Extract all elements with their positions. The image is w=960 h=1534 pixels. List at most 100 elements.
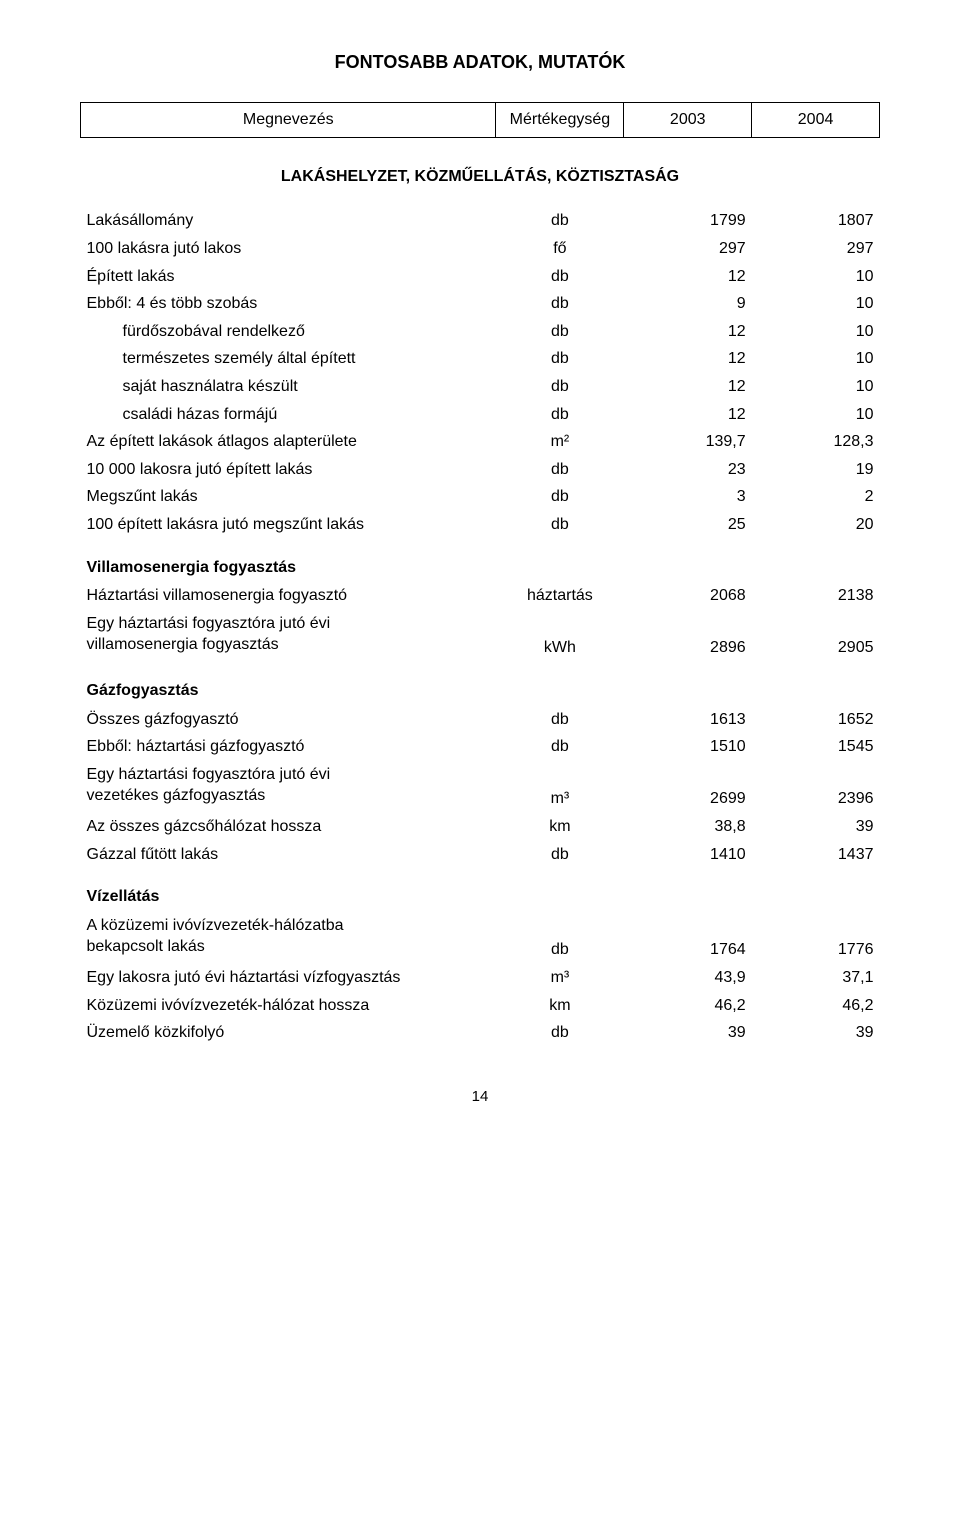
cell-2004: 10 <box>752 290 880 318</box>
table-row: Megszűnt lakásdb32 <box>81 483 880 511</box>
table-header-row: Megnevezés Mértékegység 2003 2004 <box>81 103 880 138</box>
cell-name: Az épített lakások átlagos alapterülete <box>81 428 496 456</box>
table-row: Összes gázfogyasztódb16131652 <box>81 706 880 734</box>
cell-unit: háztartás <box>496 582 624 610</box>
cell-name: 10 000 lakosra jutó épített lakás <box>81 456 496 484</box>
cell-name: Lakásállomány <box>81 207 496 235</box>
cell-2003: 1613 <box>624 706 752 734</box>
header-name: Megnevezés <box>81 103 496 138</box>
cell-2003: 297 <box>624 235 752 263</box>
cell-2004: 1807 <box>752 207 880 235</box>
cell-2003: 1799 <box>624 207 752 235</box>
cell-unit: db <box>496 345 624 373</box>
cell-2003: 43,9 <box>624 964 752 992</box>
cell-2004: 10 <box>752 373 880 401</box>
table-row: 100 lakásra jutó lakosfő297297 <box>81 235 880 263</box>
header-unit: Mértékegység <box>496 103 624 138</box>
cell-unit: m³ <box>496 964 624 992</box>
cell-unit: db <box>496 263 624 291</box>
cell-2003: 12 <box>624 263 752 291</box>
cell-2003: 1764 <box>624 936 752 964</box>
cell-name: 100 lakásra jutó lakos <box>81 235 496 263</box>
cell-name: Gázzal fűtött lakás <box>81 841 496 869</box>
cell-name: Egy háztartási fogyasztóra jutó évi <box>81 610 496 635</box>
cell-2004: 2905 <box>752 634 880 662</box>
cell-2004: 128,3 <box>752 428 880 456</box>
table-row: Ebből: háztartási gázfogyasztódb15101545 <box>81 733 880 761</box>
cell-name: saját használatra készült <box>81 373 496 401</box>
cell-2004: 1437 <box>752 841 880 869</box>
cell-unit: db <box>496 936 624 964</box>
table-row: Ebből: 4 és több szobásdb910 <box>81 290 880 318</box>
cell-2004: 10 <box>752 345 880 373</box>
table-row: villamosenergia fogyasztás kWh 2896 2905 <box>81 634 880 662</box>
cell-2003: 12 <box>624 345 752 373</box>
cell-name: Egy háztartási fogyasztóra jutó évi <box>81 761 496 786</box>
cell-2003: 25 <box>624 511 752 539</box>
cell-2003: 23 <box>624 456 752 484</box>
header-2003: 2003 <box>624 103 752 138</box>
cell-unit: fő <box>496 235 624 263</box>
table-row: Lakásállománydb17991807 <box>81 207 880 235</box>
cell-name: Megszűnt lakás <box>81 483 496 511</box>
cell-unit: db <box>496 841 624 869</box>
table-row: Háztartási villamosenergia fogyasztóházt… <box>81 582 880 610</box>
table-row: Gázzal fűtött lakásdb14101437 <box>81 841 880 869</box>
table-row: természetes személy által építettdb1210 <box>81 345 880 373</box>
cell-2003: 139,7 <box>624 428 752 456</box>
cell-name: Egy lakosra jutó évi háztartási vízfogya… <box>81 964 496 992</box>
cell-2003: 12 <box>624 401 752 429</box>
cell-2004: 2 <box>752 483 880 511</box>
cell-2003: 39 <box>624 1019 752 1047</box>
cell-2003: 2699 <box>624 785 752 813</box>
cell-unit: db <box>496 483 624 511</box>
header-2004: 2004 <box>752 103 880 138</box>
cell-2004: 2138 <box>752 582 880 610</box>
subheading-villamos: Villamosenergia fogyasztás <box>81 539 880 583</box>
cell-2004: 1776 <box>752 936 880 964</box>
table-row: családi házas formájúdb1210 <box>81 401 880 429</box>
cell-unit: db <box>496 706 624 734</box>
cell-unit: m³ <box>496 785 624 813</box>
cell-2004: 19 <box>752 456 880 484</box>
page-number: 14 <box>80 1087 880 1107</box>
cell-unit: km <box>496 813 624 841</box>
table-row: A közüzemi ivóvízvezeték-hálózatba <box>81 912 880 937</box>
subheading-gaz: Gázfogyasztás <box>81 662 880 706</box>
table-row: Épített lakásdb1210 <box>81 263 880 291</box>
table-row: Egy lakosra jutó évi háztartási vízfogya… <box>81 964 880 992</box>
cell-name: bekapcsolt lakás <box>81 936 496 964</box>
cell-name: Üzemelő közkifolyó <box>81 1019 496 1047</box>
cell-2004: 37,1 <box>752 964 880 992</box>
cell-2003: 3 <box>624 483 752 511</box>
cell-name: Ebből: 4 és több szobás <box>81 290 496 318</box>
rows-block-2: Háztartási villamosenergia fogyasztóházt… <box>81 582 880 610</box>
cell-unit: db <box>496 1019 624 1047</box>
cell-name: A közüzemi ivóvízvezeték-hálózatba <box>81 912 496 937</box>
cell-name: Az összes gázcsőhálózat hossza <box>81 813 496 841</box>
cell-name: vezetékes gázfogyasztás <box>81 785 496 813</box>
cell-2004: 20 <box>752 511 880 539</box>
cell-unit: db <box>496 290 624 318</box>
cell-2004: 39 <box>752 813 880 841</box>
cell-unit: db <box>496 318 624 346</box>
cell-name: 100 épített lakásra jutó megszűnt lakás <box>81 511 496 539</box>
page-title: FONTOSABB ADATOK, MUTATÓK <box>80 50 880 74</box>
table-row: Az összes gázcsőhálózat hosszakm38,839 <box>81 813 880 841</box>
cell-name: Háztartási villamosenergia fogyasztó <box>81 582 496 610</box>
subheading-viz: Vízellátás <box>81 868 880 912</box>
cell-unit: db <box>496 733 624 761</box>
cell-2004: 2396 <box>752 785 880 813</box>
cell-2003: 12 <box>624 318 752 346</box>
cell-name: Ebből: háztartási gázfogyasztó <box>81 733 496 761</box>
cell-name: Épített lakás <box>81 263 496 291</box>
cell-name: családi házas formájú <box>81 401 496 429</box>
cell-2004: 39 <box>752 1019 880 1047</box>
table-row: 100 épített lakásra jutó megszűnt lakásd… <box>81 511 880 539</box>
rows-block-1: Lakásállománydb17991807100 lakásra jutó … <box>81 207 880 538</box>
table-row: Egy háztartási fogyasztóra jutó évi <box>81 610 880 635</box>
cell-unit: db <box>496 511 624 539</box>
cell-unit: db <box>496 401 624 429</box>
cell-2004: 297 <box>752 235 880 263</box>
cell-2004: 1652 <box>752 706 880 734</box>
